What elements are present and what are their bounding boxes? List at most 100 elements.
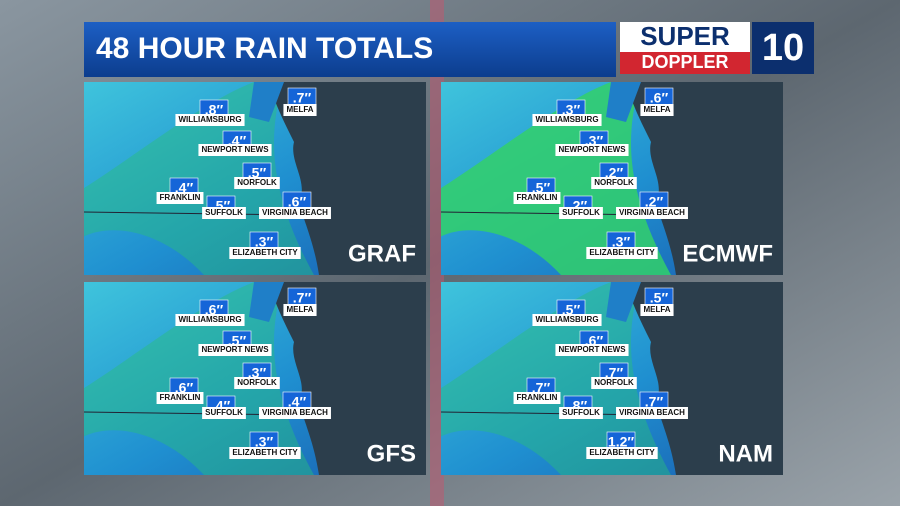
ocean [269, 282, 426, 475]
location-name: SUFFOLK [562, 208, 600, 217]
ocean [269, 82, 426, 275]
map-panel: GFS.6″WILLIAMSBURG.7″MELFA.5″NEWPORT NEW… [83, 282, 426, 475]
location-label-bg [234, 377, 280, 389]
location-name: MELFA [643, 105, 670, 114]
rain-total: .7″ [645, 394, 664, 410]
rain-total: .6″ [175, 380, 194, 396]
location-label-bg [555, 144, 629, 156]
location-label-bg [559, 407, 603, 419]
location-name: SUFFOLK [205, 408, 243, 417]
location-label-bg [283, 104, 317, 116]
location-label-bg [532, 314, 602, 326]
peninsula [249, 282, 284, 322]
location-name: ELIZABETH CITY [589, 248, 655, 257]
location-name: SUFFOLK [562, 408, 600, 417]
location-label-bg [616, 407, 688, 419]
logo-bottom [620, 52, 750, 74]
title: 48 HOUR RAIN TOTALS [96, 32, 433, 65]
location-label-bg [234, 177, 280, 189]
location-label-bg [175, 114, 245, 126]
location-name: WILLIAMSBURG [535, 315, 598, 324]
location-label-bg [586, 447, 658, 459]
location-label-bg [532, 114, 602, 126]
location-label-bg [202, 407, 246, 419]
ocean [626, 82, 783, 275]
map-panel: ECMWF.3″WILLIAMSBURG.6″MELFA.3″NEWPORT N… [440, 82, 783, 275]
rain-total: .3″ [612, 234, 631, 250]
logo-number: 10 [762, 27, 804, 69]
rain-total: .7″ [293, 90, 312, 106]
logo-badge [752, 22, 814, 74]
rain-total: .7″ [605, 365, 624, 381]
rain-total: .8″ [205, 102, 224, 118]
map-panel: GRAF .8″WILLIAMSBURG .7″MELFA .4″ NEWPORT NE… [83, 82, 426, 275]
rain-area [441, 282, 671, 475]
location-label-bg [198, 344, 272, 356]
location-label-bg [229, 247, 301, 259]
location-name: MELFA [286, 105, 313, 114]
model-name: GRAF [348, 240, 416, 267]
location-name: MELFA [643, 305, 670, 314]
rain-total: 1.2″ [608, 434, 634, 450]
background-streak [430, 0, 444, 506]
location-name: NEWPORT NEWS [558, 345, 626, 354]
rain-total: .2″ [645, 194, 664, 210]
rain-total: .4″ [288, 394, 307, 410]
location-label-bg [283, 304, 317, 316]
location-name: FRANKLIN [160, 193, 201, 202]
model-name: NAM [718, 440, 773, 467]
location-name: VIRGINIA BEACH [262, 408, 328, 417]
rain-total: .5″ [650, 290, 669, 306]
rain-total: .4″ [175, 180, 194, 196]
location-label-bg [259, 207, 331, 219]
rain-total: .5″ [248, 165, 267, 181]
location-label-bg [156, 392, 204, 404]
map-panel: NAM.5″WILLIAMSBURG.5″MELFA.6″NEWPORT NEW… [440, 282, 783, 475]
rain-area [84, 82, 314, 275]
model-name: GFS [367, 440, 416, 467]
location-label-bg [513, 192, 561, 204]
location-name: NEWPORT NEWS [558, 145, 626, 154]
logo: SUPER DOPPLER 10 [620, 21, 814, 74]
peninsula [606, 82, 641, 122]
location-label-bg [202, 207, 246, 219]
rain-total: .3″ [255, 434, 274, 450]
location-name: NORFOLK [594, 178, 634, 187]
location-label-bg [229, 447, 301, 459]
peninsula [606, 282, 641, 322]
ocean [626, 282, 783, 475]
location-label-bg [640, 304, 674, 316]
rain-total: .7″ [293, 290, 312, 306]
location-label-bg [259, 407, 331, 419]
location-name: FRANKLIN [517, 393, 558, 402]
location-name: WILLIAMSBURG [178, 315, 241, 324]
location-name: NEWPORT NEWS [201, 345, 269, 354]
logo-top [620, 22, 750, 52]
title-bar [84, 22, 616, 77]
location-label-bg [591, 177, 637, 189]
rain-area [84, 282, 314, 475]
location-name: NORFOLK [237, 178, 277, 187]
location-label-bg [586, 247, 658, 259]
location-label-bg [559, 207, 603, 219]
location-name: FRANKLIN [517, 193, 558, 202]
rain-total: .3″ [562, 102, 581, 118]
location-label-bg [555, 344, 629, 356]
logo-line2: DOPPLER [641, 52, 728, 72]
rain-total: .5″ [562, 302, 581, 318]
model-name: ECMWF [682, 240, 773, 267]
location-name: WILLIAMSBURG [535, 115, 598, 124]
location-name: NORFOLK [237, 378, 277, 387]
location-name: ELIZABETH CITY [589, 448, 655, 457]
location-label-bg [513, 392, 561, 404]
location-label-bg [198, 144, 272, 156]
location-label-bg [591, 377, 637, 389]
location-name: VIRGINIA BEACH [619, 208, 685, 217]
location-name: SUFFOLK [205, 208, 243, 217]
location-name: VIRGINIA BEACH [262, 208, 328, 217]
location-name: MELFA [286, 305, 313, 314]
logo-line1: SUPER [640, 21, 730, 51]
peninsula [249, 82, 284, 122]
location-label-bg [616, 207, 688, 219]
